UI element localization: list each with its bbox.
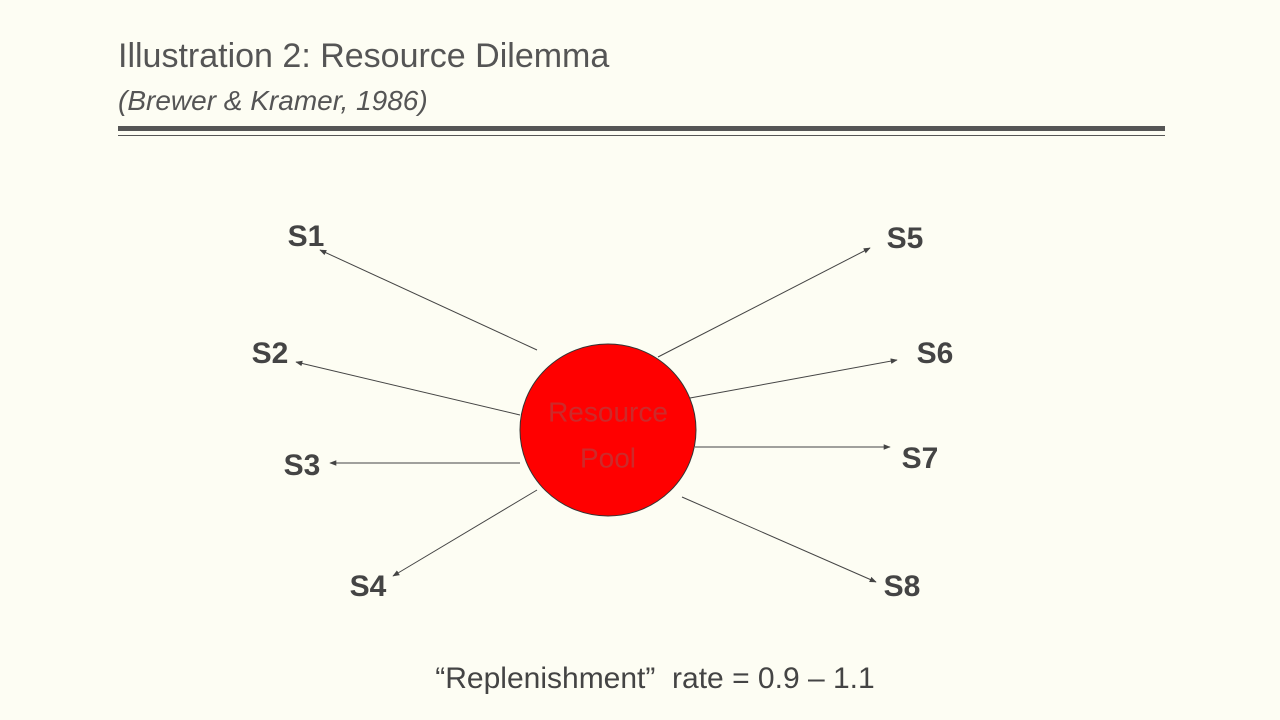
center-label: Resource <box>548 396 668 427</box>
node-label: S8 <box>884 570 921 603</box>
arrow <box>689 358 898 399</box>
title: Illustration 2: Resource Dilemma <box>118 37 609 75</box>
resource-pool <box>519 343 697 517</box>
arrow <box>319 249 538 351</box>
rule-thin <box>118 135 1165 136</box>
node-label: S6 <box>917 337 954 370</box>
rule-thick <box>118 126 1165 131</box>
footer: “Replenishment” rate = 0.9 – 1.1 <box>435 662 874 695</box>
node-label: S1 <box>288 220 325 253</box>
center-label: Pool <box>580 442 636 473</box>
arrow <box>657 247 871 358</box>
arrow <box>295 360 521 416</box>
node-label: S3 <box>284 449 321 482</box>
arrow <box>392 489 538 577</box>
node-label: S4 <box>350 570 387 603</box>
node-label: S7 <box>902 442 939 475</box>
arrows <box>295 247 898 583</box>
node-label: S5 <box>887 222 924 255</box>
subtitle: (Brewer & Kramer, 1986) <box>118 85 428 116</box>
node-label: S2 <box>252 337 289 370</box>
arrow <box>681 496 877 583</box>
